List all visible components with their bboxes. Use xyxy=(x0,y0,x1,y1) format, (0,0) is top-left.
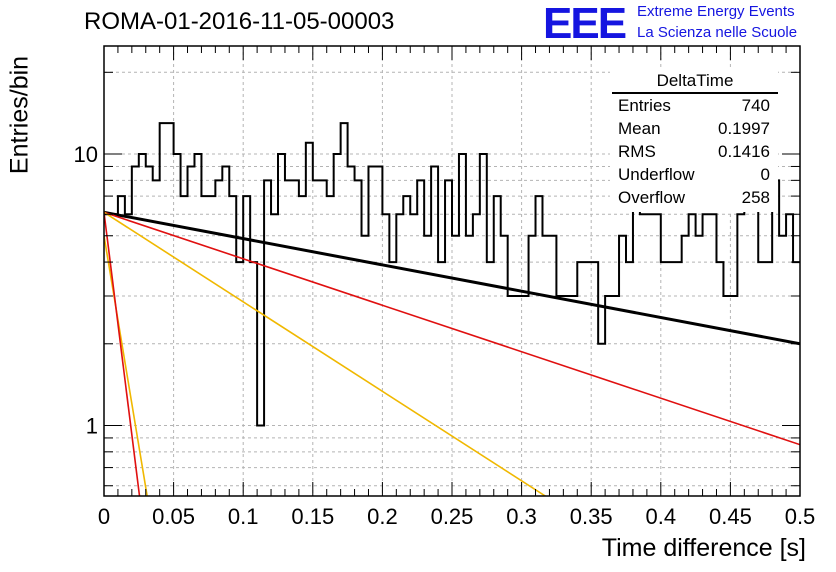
x-tick-label: 0.45 xyxy=(709,504,752,529)
y-axis-label-box: Entries/bin xyxy=(2,40,38,190)
run-title: ROMA-01-2016-11-05-00003 xyxy=(84,8,395,35)
x-tick-label: 0.25 xyxy=(431,504,474,529)
x-tick-label: 0.4 xyxy=(646,504,677,529)
stats-label: Entries xyxy=(618,96,671,115)
stats-label: RMS xyxy=(618,142,656,161)
stats-value: 740 xyxy=(741,96,770,115)
fit-line xyxy=(104,211,546,496)
stats-row-underflow: Underflow 0 xyxy=(612,163,778,186)
stats-value: 0.1997 xyxy=(718,119,770,138)
x-tick-label: 0.5 xyxy=(785,504,816,529)
stats-label: Mean xyxy=(618,119,661,138)
stats-label: Overflow xyxy=(618,188,686,207)
stats-label: Underflow xyxy=(618,165,695,184)
stats-box: DeltaTime Entries 740 Mean 0.1997 RMS 0.141… xyxy=(612,70,778,209)
stats-row-overflow: Overflow 258 xyxy=(612,186,778,209)
stats-row-rms: RMS 0.1416 xyxy=(612,140,778,163)
y-axis-label: Entries/bin xyxy=(5,55,34,175)
eee-logo-line1: Extreme Energy Events xyxy=(637,3,795,20)
x-tick-label: 0.3 xyxy=(506,504,537,529)
histogram-outline xyxy=(104,122,800,427)
fit-line xyxy=(104,211,800,446)
x-tick-label: 0.2 xyxy=(367,504,398,529)
y-tick-label: 1 xyxy=(86,414,98,439)
y-tick-label: 10 xyxy=(74,142,98,167)
eee-logo: EEE xyxy=(543,0,627,48)
stats-value: 0 xyxy=(760,165,770,184)
x-tick-label: 0.35 xyxy=(570,504,613,529)
x-tick-label: 0.1 xyxy=(228,504,259,529)
eee-logo-line2: La Scienza nelle Scuole xyxy=(637,24,798,41)
stats-row-entries: Entries 740 xyxy=(612,94,778,117)
x-tick-label: 0 xyxy=(98,504,110,529)
fit-line xyxy=(104,235,148,496)
stats-value: 258 xyxy=(741,188,770,207)
stats-title: DeltaTime xyxy=(612,70,778,94)
fit-line xyxy=(104,210,800,346)
fit-line xyxy=(104,212,141,496)
x-tick-label: 0.05 xyxy=(152,504,195,529)
stats-value: 0.1416 xyxy=(718,142,770,161)
x-tick-label: 0.15 xyxy=(291,504,334,529)
x-axis-label: Time difference [s] xyxy=(601,534,806,562)
stats-row-mean: Mean 0.1997 xyxy=(612,117,778,140)
